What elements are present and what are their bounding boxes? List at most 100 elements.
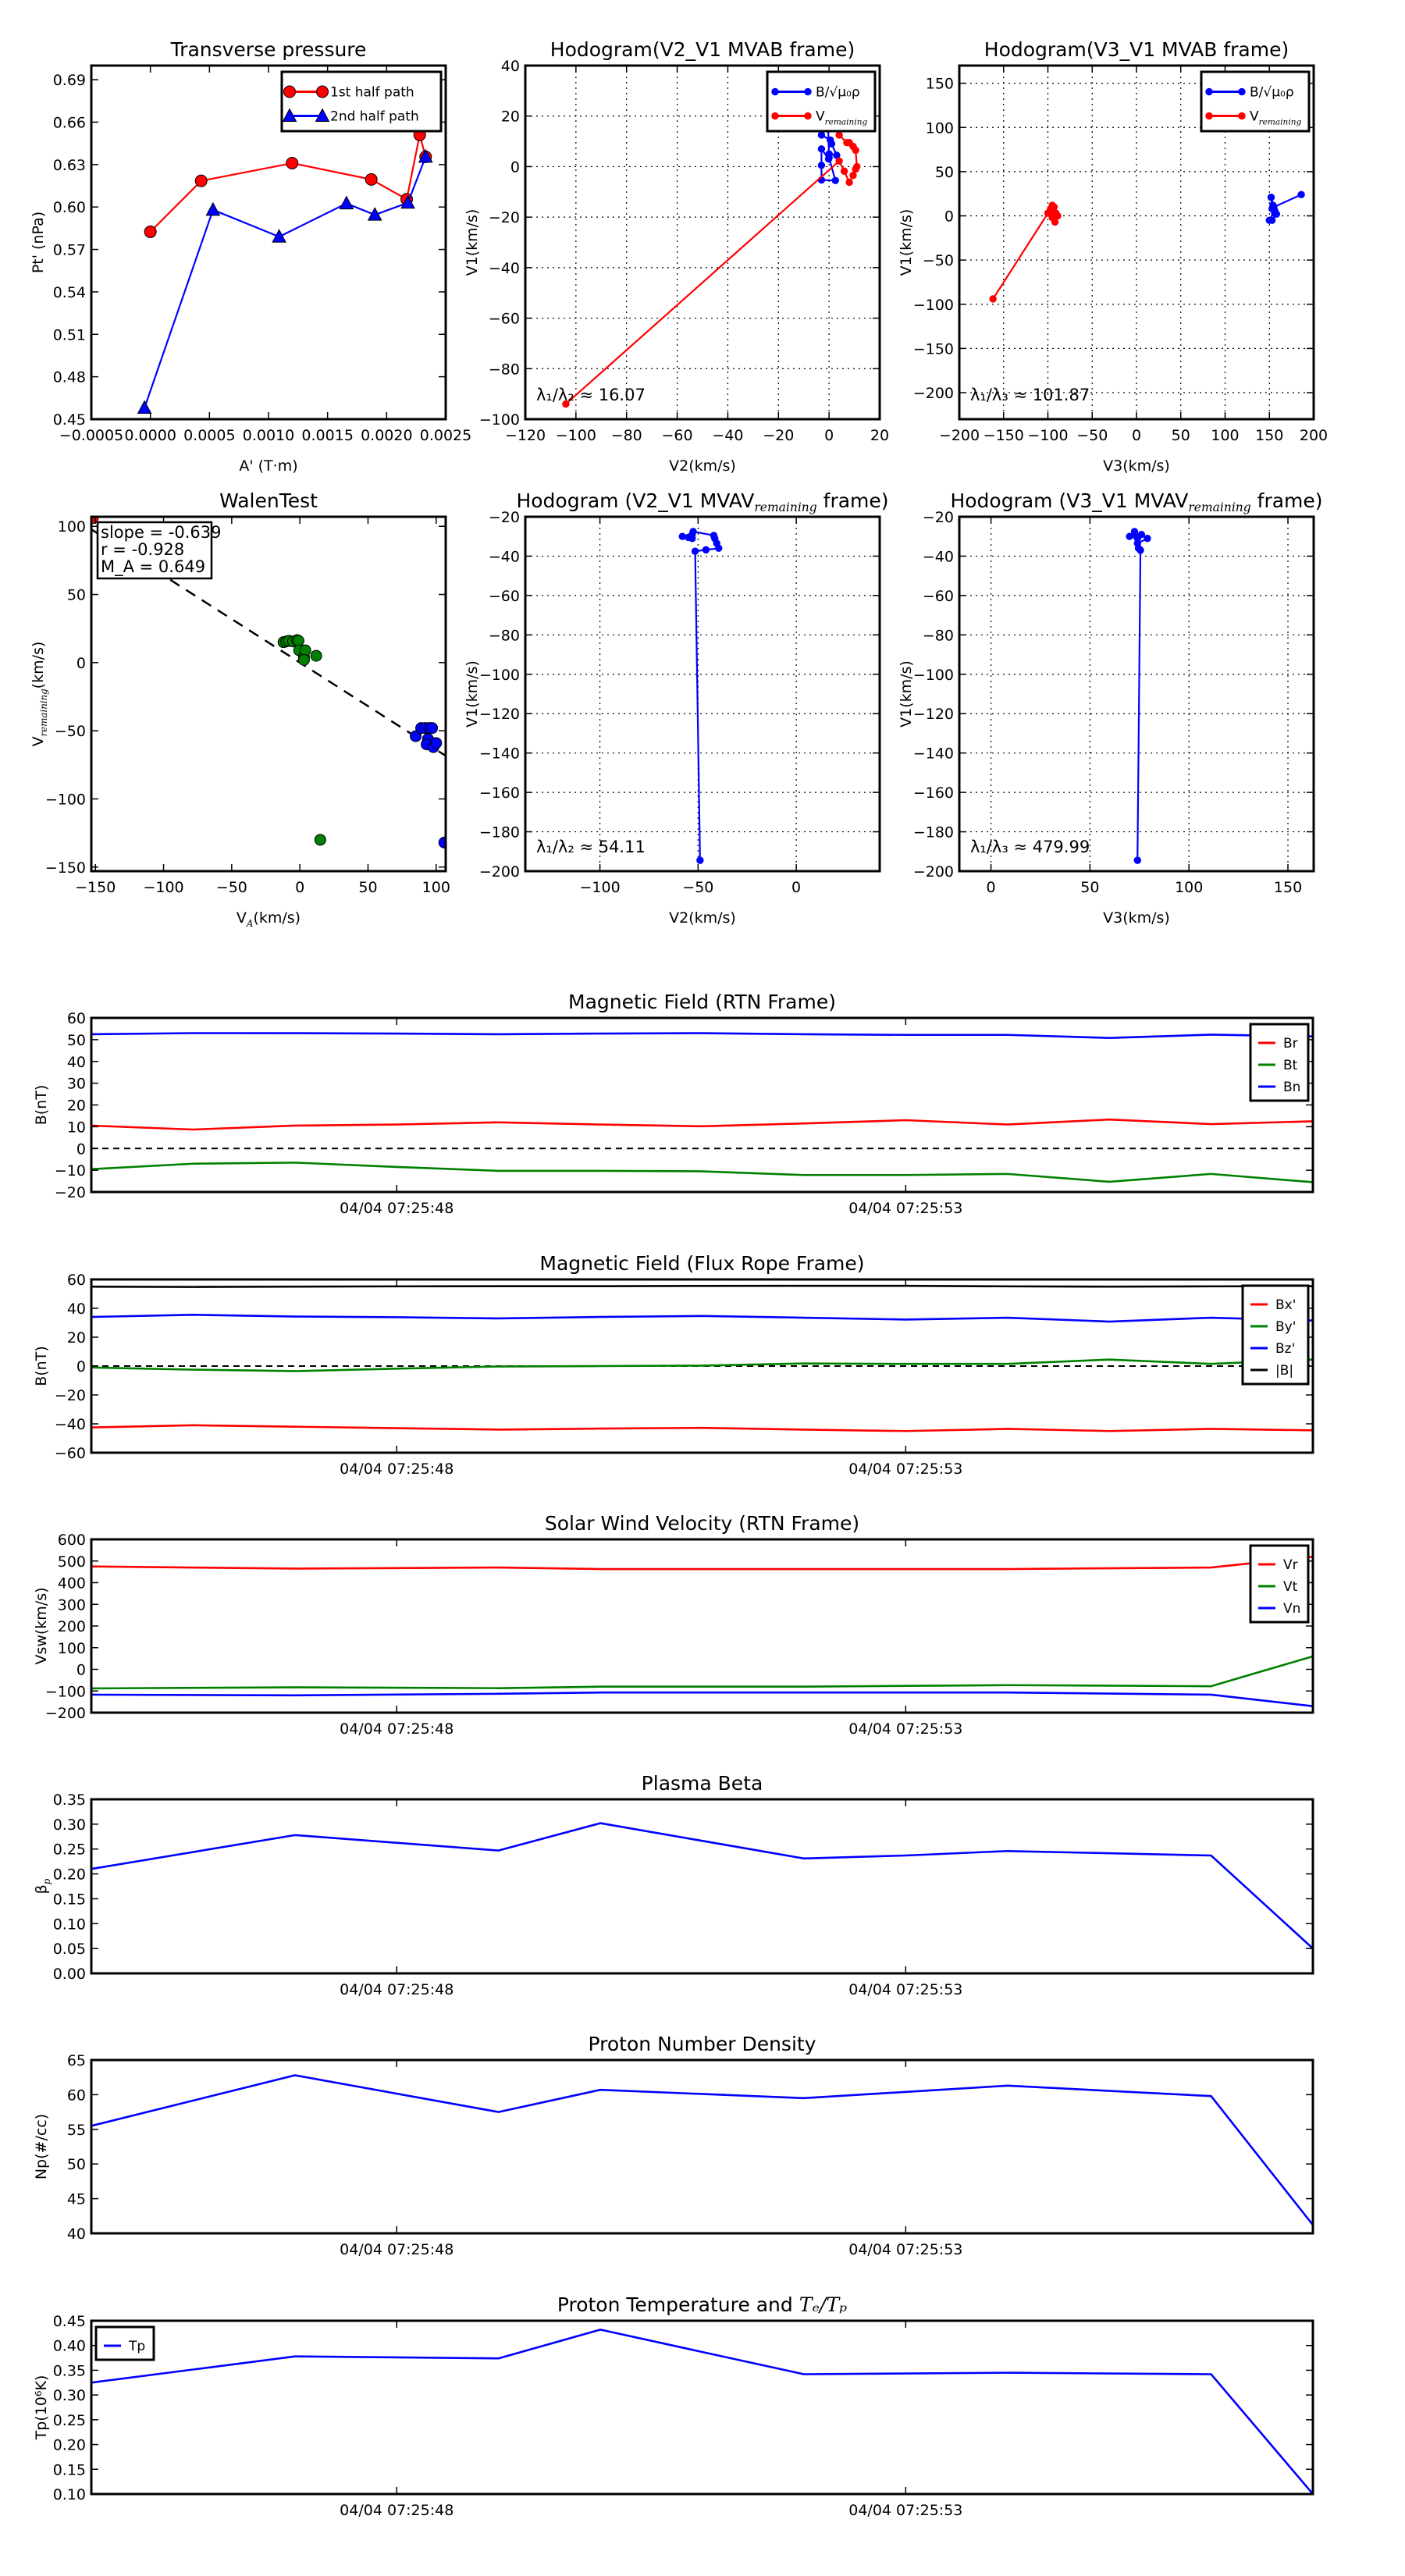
circle-marker	[689, 528, 697, 535]
text-part: β	[33, 1884, 50, 1894]
series-line-0	[1129, 530, 1149, 861]
fit-line	[91, 528, 446, 757]
text-part: Bx'	[1275, 1297, 1296, 1313]
y-tick-label: 40	[67, 1300, 86, 1318]
y-tick-label: −80	[489, 627, 520, 644]
x-tick-label: 0.0010	[243, 427, 294, 444]
y-tick-label: −200	[479, 863, 520, 881]
chart-9: 04/04 07:25:48 04/04 07:25:53 0.00 0.05 0.10…	[33, 1772, 1314, 1998]
chart-6: 04/04 07:25:48 04/04 07:25:53 −20 −10 0 10 20 3…	[33, 991, 1314, 1217]
text-part: By'	[1275, 1319, 1296, 1335]
legend-box	[766, 70, 877, 133]
text-suffix: frame)	[1251, 489, 1323, 512]
y-tick-label: −120	[913, 706, 954, 723]
y-tick-label: −20	[923, 509, 954, 526]
chart-title: Plasma Beta	[642, 1772, 763, 1795]
series-line-1	[91, 1655, 1313, 1690]
circle-marker	[1238, 112, 1246, 120]
y-tick-label: 55	[67, 2122, 86, 2139]
y-tick-label: 0	[944, 208, 954, 226]
text-part: Vn	[1283, 1601, 1300, 1617]
x-tick-label: 04/04 07:25:48	[340, 2502, 454, 2519]
y-tick-label: 0.60	[53, 199, 86, 216]
legend: Tp	[94, 2325, 155, 2361]
x-tick-label: 50	[1080, 879, 1099, 896]
series-line-1	[91, 1358, 1313, 1372]
legend-label: Bn	[1283, 1080, 1300, 1095]
y-tick-label: 40	[501, 58, 520, 75]
y-tick-label: −80	[923, 627, 954, 644]
text-part: V1(km/s)	[898, 209, 915, 276]
x-tick-label: −50	[216, 879, 247, 896]
circle-marker	[1205, 87, 1213, 96]
y-tick-label: 400	[58, 1575, 86, 1592]
y-tick-label: −40	[489, 260, 520, 277]
y-tick-label: 0	[76, 1358, 86, 1375]
x-tick-label: −150	[75, 879, 116, 896]
text-part: V	[816, 109, 825, 125]
legend-label: Bz'	[1275, 1341, 1295, 1357]
x-tick-label: 0.0005	[183, 427, 235, 444]
y-tick-label: 0	[76, 1140, 86, 1158]
x-tick-label: 0.0000	[124, 427, 176, 444]
text-part: Proton Temperature and	[557, 2293, 799, 2316]
plot-area	[137, 128, 433, 415]
circle-marker	[316, 85, 329, 98]
series-line-0	[682, 530, 720, 861]
chart-5: 0 50 100 150 −200 −180 −160 −140 −120 −100 −80 −60 −…	[898, 489, 1323, 927]
circle-marker	[817, 145, 826, 153]
legend-box	[280, 70, 443, 133]
x-tick-label: 150	[1274, 879, 1302, 896]
y-tick-label: 60	[67, 2087, 86, 2104]
axes-frame	[90, 2058, 1314, 2235]
text-suffix: frame)	[817, 489, 889, 512]
y-tick-label: 0.15	[53, 2461, 86, 2478]
text-part: Vsw(km/s)	[33, 1587, 50, 1664]
text-part: Tp(10⁶K)	[33, 2375, 50, 2441]
circle-marker	[314, 834, 326, 846]
x-axis-label: V2(km/s)	[669, 909, 736, 927]
text-part: Bn	[1283, 1080, 1300, 1095]
y-tick-label: −60	[923, 588, 954, 605]
series-line-0	[91, 2329, 1313, 2494]
text-part: Pt' (nPa)	[30, 212, 47, 273]
legend-label: |B|	[1275, 1363, 1293, 1379]
circle-marker	[804, 112, 812, 120]
eigenvalue-ratio-label: λ₁/λ₂ ≈ 54.11	[536, 838, 646, 856]
legend-label: Vr	[1283, 1557, 1298, 1573]
circle-marker	[771, 87, 779, 96]
x-tick-label: 04/04 07:25:53	[848, 1981, 962, 1998]
x-tick-label: −100	[1027, 427, 1068, 444]
legend-label: Tp	[128, 2339, 145, 2354]
y-axis-label: V1(km/s)	[464, 660, 481, 728]
y-tick-label: 100	[58, 1640, 86, 1657]
series-line-0	[91, 1822, 1313, 1950]
text-part: Proton Number Density	[589, 2033, 816, 2055]
y-tick-label: −100	[45, 791, 86, 808]
series-line-0	[91, 1424, 1313, 1432]
plot-area	[91, 1032, 1313, 1183]
circle-marker	[1205, 112, 1213, 120]
legend-label: Vt	[1283, 1579, 1298, 1595]
chart-title: Proton Temperature and Tₑ/Tₚ	[557, 2293, 847, 2316]
triangle-marker	[400, 194, 415, 209]
y-tick-label: −180	[913, 824, 954, 841]
text-part: Br	[1283, 1036, 1298, 1051]
y-tick-label: 200	[58, 1618, 86, 1635]
circle-marker	[562, 400, 570, 408]
x-tick-label: −50	[1076, 427, 1108, 444]
triangle-marker	[272, 229, 286, 243]
y-tick-label: 0.69	[53, 72, 86, 89]
legend-box	[94, 2325, 155, 2361]
circle-marker	[1265, 216, 1273, 224]
text-part: Transverse pressure	[170, 38, 367, 61]
stats-box	[96, 521, 213, 580]
y-tick-label: 0	[76, 655, 86, 672]
y-axis-label: V1(km/s)	[898, 209, 915, 276]
y-tick-label: 0	[76, 1662, 86, 1679]
y-tick-label: 50	[67, 2156, 86, 2173]
y-tick-label: 0.45	[53, 2313, 86, 2330]
circle-marker	[840, 167, 848, 175]
plot-area	[91, 517, 446, 849]
x-tick-label: 04/04 07:25:48	[340, 1461, 454, 1478]
